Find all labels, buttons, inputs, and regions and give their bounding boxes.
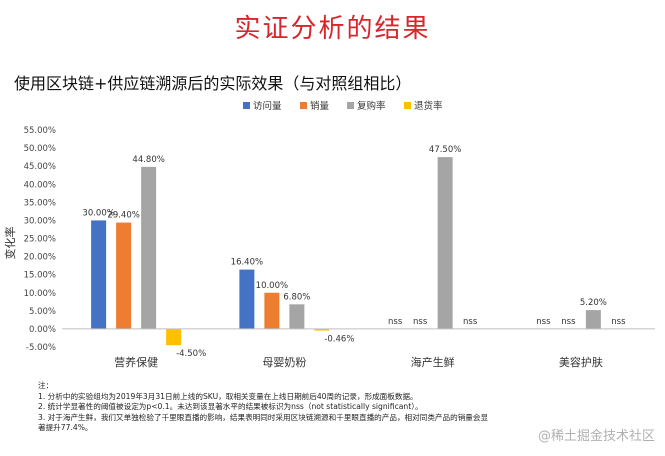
data-label: 6.80% <box>283 292 310 302</box>
footnote-4: 著提升77.4%。 <box>38 423 93 433</box>
legend-swatch <box>347 102 354 109</box>
data-label: nss <box>388 317 403 327</box>
chart-legend: 访问量 销量 复购率 退货率 <box>243 100 443 112</box>
y-tick-label: 45.00% <box>24 162 56 172</box>
y-tick-label: 40.00% <box>24 180 56 190</box>
data-label: 47.50% <box>429 145 461 155</box>
x-category-label: 美容护肤 <box>559 355 603 369</box>
data-label: 16.40% <box>231 258 263 268</box>
y-tick-label: 50.00% <box>24 144 56 154</box>
watermark: @稀土掘金技术社区 <box>537 429 655 444</box>
y-tick-label: 25.00% <box>24 235 56 245</box>
data-label: nss <box>561 317 576 327</box>
data-label: 10.00% <box>256 281 288 291</box>
chart-title: 使用区块链+供应链溯源后的实际效果（与对照组相比） <box>14 74 412 93</box>
data-label: -0.46% <box>324 335 354 345</box>
data-label: 29.40% <box>107 211 139 221</box>
y-tick-label: 10.00% <box>24 289 56 299</box>
data-label: nss <box>611 317 626 327</box>
bar <box>289 304 305 329</box>
y-axis: -5.00% 0.00% 5.00% 10.00% 15.00% 20.00% 25.00%… <box>24 126 56 353</box>
legend-swatch <box>404 102 411 109</box>
data-label: -4.50% <box>176 349 206 359</box>
legend-label: 退货率 <box>414 100 443 112</box>
bar <box>166 328 182 346</box>
y-tick-label: 55.00% <box>24 126 56 136</box>
data-label: 30.00% <box>82 208 114 218</box>
bar <box>116 222 132 329</box>
footnote-2: 2. 统计学显著性的阈值被设定为p<0.1。未达到该显著水平的结果被标识为nss… <box>38 402 423 412</box>
y-tick-label: 0.00% <box>29 325 56 335</box>
bar <box>264 292 280 329</box>
data-label: nss <box>536 317 551 327</box>
legend-label: 销量 <box>310 100 330 112</box>
legend-swatch <box>243 102 250 109</box>
y-tick-label: 35.00% <box>24 198 56 208</box>
data-label: nss <box>463 317 478 327</box>
x-axis: 营养保健 母婴奶粉 海产生鲜 美容护肤 <box>62 328 655 369</box>
chart-bars <box>91 157 601 346</box>
data-label: nss <box>413 317 428 327</box>
footnote-heading: 注： <box>38 381 54 390</box>
y-tick-label: 15.00% <box>24 271 56 281</box>
bar <box>437 157 453 329</box>
data-label: 5.20% <box>580 298 607 308</box>
data-label: 44.80% <box>132 155 164 165</box>
footnote-3: 3. 对于海产生鲜，我们又单独检验了千里眼直播的影响，结果表明同时采用区块链溯源… <box>38 412 489 422</box>
bar <box>141 166 157 329</box>
x-category-label: 海产生鲜 <box>411 355 455 369</box>
bar-chart: 访问量 销量 复购率 退货率 -5.00% 0.00% 5.00% 10.00% 15.00%… <box>3 100 655 369</box>
bar <box>239 269 255 329</box>
y-tick-label: -5.00% <box>26 343 56 353</box>
bar <box>314 328 330 331</box>
x-category-label: 母婴奶粉 <box>262 355 306 369</box>
y-tick-label: 20.00% <box>24 253 56 263</box>
legend-swatch <box>300 102 307 109</box>
x-category-label: 营养保健 <box>114 355 158 369</box>
y-axis-label: 变化率 <box>3 227 17 260</box>
bar <box>585 310 601 329</box>
legend-label: 复购率 <box>357 100 386 112</box>
slide-title: 实证分析的结果 <box>234 14 431 44</box>
legend-label: 访问量 <box>253 100 282 112</box>
bar <box>91 220 107 329</box>
chart-data-labels: 30.00%29.40% 44.80% -4.50% 16.40% 10.00%6.80… <box>82 145 626 359</box>
footnote-1: 1. 分析中的实验组均为2019年3月31日前上线的SKU，取相关变量在上线日期… <box>38 391 418 401</box>
y-tick-label: 5.00% <box>29 307 56 317</box>
footnotes: 注： 1. 分析中的实验组均为2019年3月31日前上线的SKU，取相关变量在上… <box>38 381 658 434</box>
y-tick-label: 30.00% <box>24 216 56 226</box>
